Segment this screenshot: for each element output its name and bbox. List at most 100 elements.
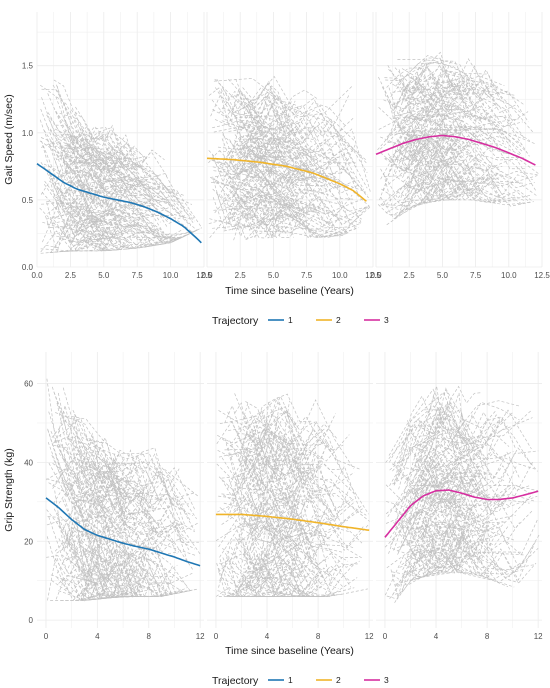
individual-trajectory xyxy=(52,460,147,534)
individual-trajectory xyxy=(409,514,516,551)
individual-trajectory xyxy=(394,163,538,187)
individual-trajectory xyxy=(77,208,181,245)
individual-trajectory xyxy=(248,157,312,194)
individual-trajectory xyxy=(398,64,453,97)
individual-trajectory xyxy=(397,435,512,507)
individual-trajectory xyxy=(48,482,113,517)
individual-trajectory xyxy=(401,78,525,116)
individual-trajectory xyxy=(393,493,503,551)
individual-trajectory xyxy=(236,433,323,484)
individual-trajectory xyxy=(392,135,449,178)
individual-trajectory xyxy=(395,477,534,526)
individual-trajectory xyxy=(234,145,316,182)
individual-trajectory xyxy=(243,537,309,598)
individual-trajectory xyxy=(243,431,329,483)
individual-trajectory xyxy=(401,68,534,133)
x-tick-label: 0.0 xyxy=(370,271,382,280)
individual-trajectory xyxy=(246,145,365,190)
individual-trajectory xyxy=(66,533,178,580)
individual-trajectory xyxy=(397,81,487,117)
individual-trajectory xyxy=(64,498,137,563)
grid-lines xyxy=(375,12,543,268)
x-tick-label: 10.0 xyxy=(332,271,348,280)
individual-trajectory xyxy=(80,565,132,602)
individual-trajectory xyxy=(76,539,188,598)
individual-trajectory xyxy=(47,139,121,207)
individual-trajectory xyxy=(243,551,329,584)
individual-trajectory xyxy=(76,439,184,510)
individual-trajectory xyxy=(48,411,154,497)
individual-trajectory xyxy=(55,110,193,205)
individual-trajectory xyxy=(216,78,318,122)
trend-line-3 xyxy=(384,489,539,538)
individual-trajectory xyxy=(212,159,332,183)
individual-trajectory xyxy=(234,140,338,189)
individual-trajectory xyxy=(239,512,303,561)
individual-trajectory xyxy=(223,156,285,191)
individual-trajectory xyxy=(417,427,504,473)
individual-trajectory xyxy=(226,172,325,216)
individual-trajectory xyxy=(52,84,134,159)
individual-trajectory xyxy=(228,520,321,566)
individual-trajectory xyxy=(58,444,154,506)
individual-trajectory xyxy=(54,213,149,252)
individual-trajectory xyxy=(61,554,194,595)
individual-trajectory xyxy=(242,424,360,508)
individual-trajectory xyxy=(47,428,128,540)
individual-trajectory xyxy=(397,59,495,95)
individual-trajectory xyxy=(402,140,471,182)
individual-trajectory xyxy=(53,391,116,474)
individual-trajectory xyxy=(85,472,131,511)
individual-trajectory xyxy=(416,481,509,521)
individual-trajectory xyxy=(393,488,462,537)
individual-trajectory xyxy=(256,479,363,540)
individual-trajectory xyxy=(74,167,203,228)
individual-trajectory xyxy=(218,539,311,588)
individual-trajectory xyxy=(413,440,463,485)
individual-trajectory xyxy=(393,406,501,486)
individual-trajectory xyxy=(404,163,535,195)
individual-trajectory xyxy=(417,155,503,199)
individual-trajectory xyxy=(214,78,353,118)
individual-trajectory xyxy=(392,566,509,588)
individual-trajectory xyxy=(395,550,526,587)
individual-trajectory xyxy=(408,519,538,557)
individual-trajectory xyxy=(392,547,539,578)
individual-trajectory xyxy=(390,512,471,556)
individual-trajectory xyxy=(66,468,155,520)
individual-trajectory xyxy=(224,438,289,505)
individual-trajectory xyxy=(242,206,369,234)
individual-trajectory xyxy=(397,521,484,567)
individual-trajectory xyxy=(85,569,139,597)
individual-trajectory xyxy=(66,223,117,248)
individual-trajectory xyxy=(55,456,145,522)
individual-trajectory xyxy=(57,439,200,544)
individual-trajectory xyxy=(404,161,477,200)
individual-trajectory xyxy=(52,457,184,533)
individual-trajectory xyxy=(65,550,192,599)
individual-trajectory xyxy=(392,86,515,96)
individual-trajectory xyxy=(394,476,463,519)
individual-trajectory xyxy=(40,108,102,176)
individual-trajectory xyxy=(223,475,351,524)
legend-label-1: 1 xyxy=(288,315,293,325)
individual-trajectory xyxy=(243,491,342,535)
individual-trajectory xyxy=(213,206,369,224)
individual-trajectory xyxy=(223,502,331,538)
individual-trajectory xyxy=(248,452,336,507)
individual-trajectory xyxy=(397,510,485,555)
individual-trajectory xyxy=(227,217,348,238)
individual-trajectory xyxy=(413,509,469,554)
individual-trajectory xyxy=(75,112,137,168)
individual-trajectory xyxy=(218,90,346,126)
individual-trajectory xyxy=(41,88,103,167)
individual-trajectory xyxy=(84,546,146,589)
individual-trajectory xyxy=(218,495,370,549)
individual-trajectory xyxy=(380,145,489,183)
individual-trajectory xyxy=(412,128,464,162)
individual-trajectory xyxy=(235,188,359,236)
individual-trajectory xyxy=(235,147,369,199)
individual-trajectory xyxy=(221,548,360,588)
individual-trajectory xyxy=(399,493,465,546)
x-tick-label: 7.5 xyxy=(301,271,313,280)
